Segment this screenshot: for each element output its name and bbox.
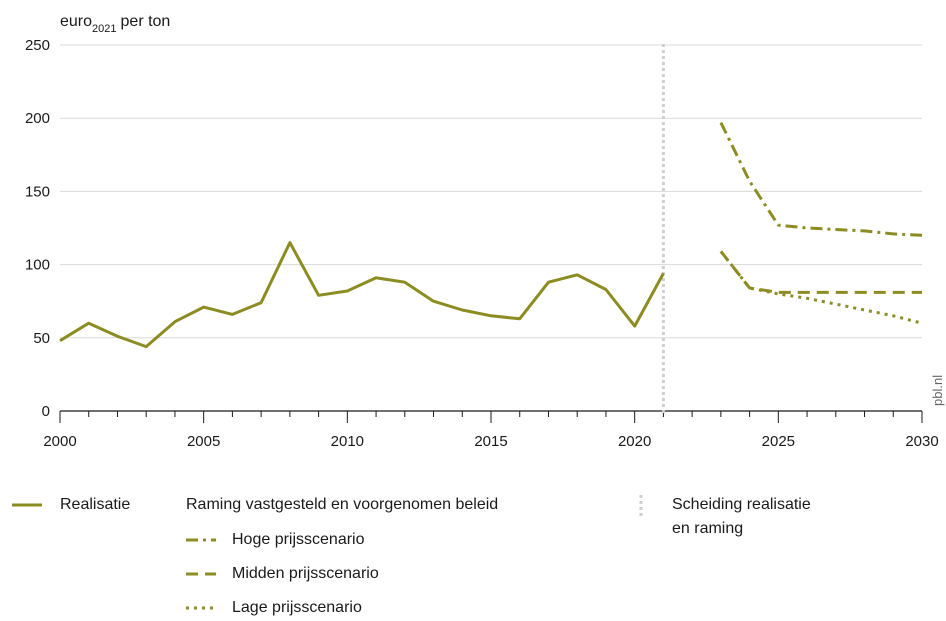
legend-label-lage: Lage prijsscenario bbox=[232, 599, 362, 616]
legend-title-raming: Raming vastgesteld en voorgenomen beleid bbox=[186, 496, 499, 513]
y-tick-label-100: 100 bbox=[25, 257, 50, 274]
y-tick-label-0: 0 bbox=[42, 403, 50, 420]
y-tick-label-250: 250 bbox=[25, 37, 50, 54]
x-tick-label-2025: 2025 bbox=[762, 433, 795, 450]
series-line-hoge-prijsscenario bbox=[719, 121, 923, 237]
x-tick-label-2015: 2015 bbox=[474, 433, 507, 450]
series-lines bbox=[59, 121, 923, 349]
series-line-realisatie bbox=[59, 241, 665, 349]
legend-swatches bbox=[12, 495, 643, 610]
y-axis-label-suffix: per ton bbox=[121, 13, 171, 30]
legend-label-scheiding-2: en raming bbox=[672, 520, 744, 537]
x-tick-label-2000: 2000 bbox=[43, 433, 76, 450]
watermark: pbl.nl bbox=[930, 375, 945, 406]
x-tick-label-2005: 2005 bbox=[187, 433, 220, 450]
x-tick-label-2030: 2030 bbox=[905, 433, 938, 450]
y-tick-label-200: 200 bbox=[25, 110, 50, 127]
y-axis-label-main: euro bbox=[60, 13, 92, 30]
y-tick-label-50: 50 bbox=[33, 330, 50, 347]
x-axis bbox=[59, 410, 923, 423]
y-axis-label-sub: 2021 bbox=[92, 23, 116, 35]
legend-label-hoge: Hoge prijsscenario bbox=[232, 531, 365, 548]
x-tick-label-2020: 2020 bbox=[618, 433, 651, 450]
y-tick-label-150: 150 bbox=[25, 183, 50, 200]
legend-label-midden: Midden prijsscenario bbox=[232, 565, 379, 582]
legend-label-scheiding-1: Scheiding realisatie bbox=[672, 496, 811, 513]
tick-labels: 0 50 100 150 200 250 2000 2005 2010 2015 2020 2025 2… bbox=[25, 37, 939, 450]
legend-label-realisatie: Realisatie bbox=[60, 496, 131, 513]
x-tick-label-2010: 2010 bbox=[331, 433, 364, 450]
series-line-midden-prijsscenario bbox=[719, 250, 922, 294]
gridlines bbox=[60, 44, 922, 339]
y-axis-label: euro2021 per ton bbox=[60, 13, 170, 35]
